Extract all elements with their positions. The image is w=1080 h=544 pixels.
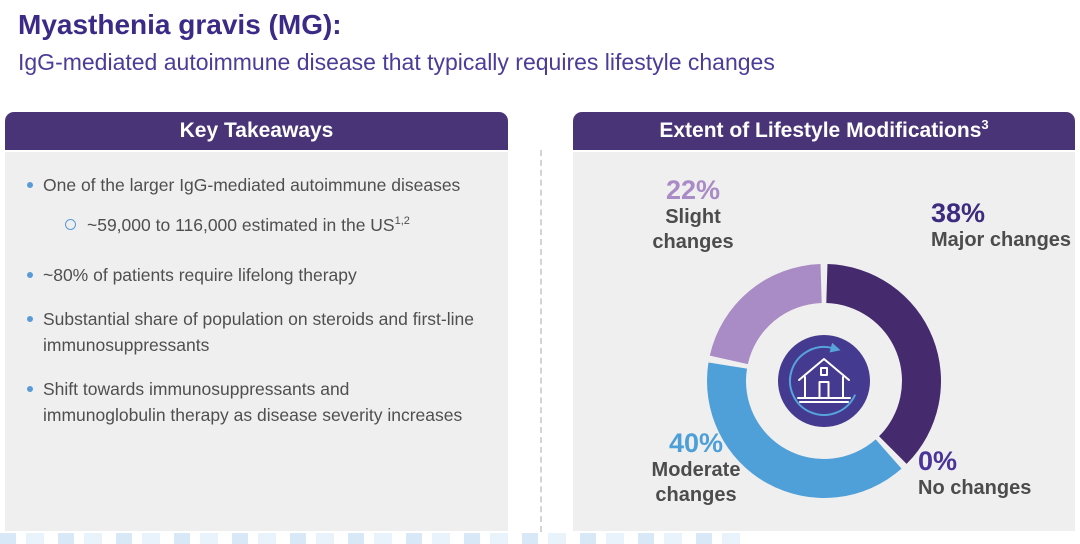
bullet-text: Substantial share of population on stero… <box>43 309 474 355</box>
title-block: Myasthenia gravis (MG): IgG-mediated aut… <box>18 8 775 76</box>
moderate-changes-value: 40% <box>668 428 724 458</box>
donut-segment <box>707 362 902 498</box>
watermark-pattern <box>0 533 745 544</box>
bullet-text: One of the larger IgG-mediated autoimmun… <box>43 175 461 195</box>
no-changes-value: 0% <box>918 446 958 476</box>
moderate-changes-label-line1: Moderate <box>651 459 741 481</box>
house-refresh-icon <box>778 335 870 427</box>
key-takeaways-header-label: Key Takeaways <box>179 119 334 142</box>
label-no-changes: 0% No changes <box>918 446 1078 501</box>
major-changes-value: 38% <box>931 198 986 228</box>
key-takeaways-body: One of the larger IgG-mediated autoimmun… <box>5 152 508 531</box>
list-item: ~80% of patients require lifelong therap… <box>27 262 475 288</box>
bullet-icon <box>27 272 33 278</box>
key-takeaways-panel: Key Takeaways One of the larger IgG-medi… <box>5 112 508 531</box>
panel-divider <box>540 150 542 532</box>
citation-superscript: 1,2 <box>394 215 410 228</box>
list-item: Substantial share of population on stero… <box>27 306 475 358</box>
donut-segment <box>709 264 822 365</box>
bullet-text: ~80% of patients require lifelong therap… <box>43 265 357 285</box>
bullet-icon <box>27 182 33 188</box>
label-moderate-changes: 40% Moderate changes <box>621 428 771 508</box>
donut-segment <box>826 264 941 464</box>
lifestyle-modifications-header-label: Extent of Lifestyle Modifications3 <box>659 117 989 142</box>
label-major-changes: 38% Major changes <box>931 198 1080 253</box>
donut-chart <box>707 264 941 498</box>
slight-changes-label-line2: changes <box>652 231 734 253</box>
list-subitem: ~59,000 to 116,000 estimated in the US1,… <box>65 212 475 238</box>
slight-changes-label-line1: Slight <box>665 206 721 228</box>
sub-bullet-text: ~59,000 to 116,000 estimated in the US <box>87 215 395 235</box>
citation-superscript: 3 <box>981 117 989 132</box>
list-item: One of the larger IgG-mediated autoimmun… <box>27 172 475 238</box>
list-item: Shift towards immunosuppressants and imm… <box>27 376 475 428</box>
key-takeaways-header: Key Takeaways <box>5 112 508 150</box>
lifestyle-modifications-header: Extent of Lifestyle Modifications3 <box>573 112 1075 150</box>
sub-bullet-icon <box>65 219 76 230</box>
bullet-icon <box>27 386 33 392</box>
moderate-changes-label-line2: changes <box>655 484 737 506</box>
lifestyle-modifications-panel: Extent of Lifestyle Modifications3 22% S… <box>573 112 1075 531</box>
no-changes-label: No changes <box>918 477 1032 499</box>
bullet-icon <box>27 316 33 322</box>
page-title: Myasthenia gravis (MG): <box>18 9 342 40</box>
donut-segments <box>707 264 941 498</box>
slight-changes-value: 22% <box>665 175 721 205</box>
label-slight-changes: 22% Slight changes <box>613 175 773 255</box>
bullet-text: Shift towards immunosuppressants and imm… <box>43 379 463 425</box>
major-changes-label: Major changes <box>931 229 1072 251</box>
key-takeaways-list: One of the larger IgG-mediated autoimmun… <box>5 152 508 428</box>
lifestyle-modifications-body: 22% Slight changes 38% Major changes 40%… <box>573 152 1075 531</box>
page-subtitle: IgG-mediated autoimmune disease that typ… <box>18 49 775 75</box>
